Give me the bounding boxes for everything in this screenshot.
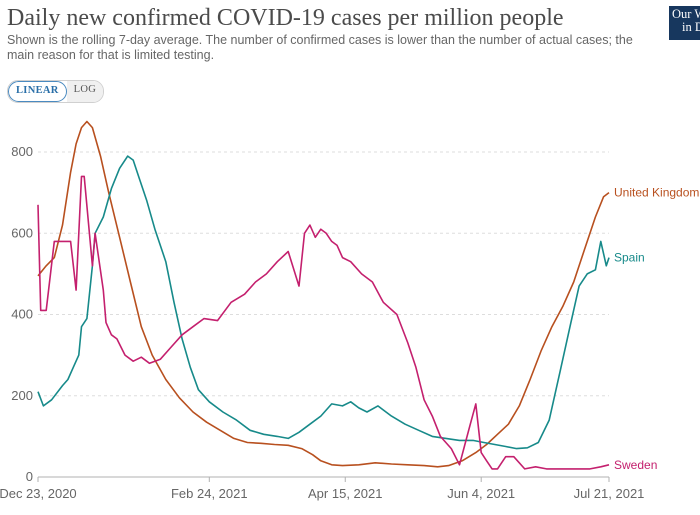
- series-line-spain[interactable]: [37, 155, 610, 450]
- y-axis: 0 200 400 600 800: [11, 144, 33, 484]
- logo-line-1: Our World: [672, 7, 700, 21]
- x-tick-label: Jul 21, 2021: [574, 486, 645, 501]
- y-tick-label: 600: [11, 225, 33, 240]
- x-tick-label: Dec 23, 2020: [0, 486, 77, 501]
- logo-line-2: in Data: [682, 20, 700, 34]
- y-tick-label: 400: [11, 307, 33, 322]
- series-label-united-kingdom[interactable]: United Kingdom: [614, 186, 699, 200]
- y-tick-label: 0: [26, 469, 33, 484]
- series-labels: United Kingdom Spain Sweden: [614, 186, 699, 472]
- series-label-spain[interactable]: Spain: [614, 251, 645, 265]
- y-tick-label: 800: [11, 144, 33, 159]
- owid-logo[interactable]: Our World in Data: [669, 6, 700, 40]
- series-lines: [37, 120, 610, 470]
- chart-subtitle: Shown is the rolling 7-day average. The …: [7, 33, 633, 62]
- y-tick-label: 200: [11, 388, 33, 403]
- series-line-united-kingdom[interactable]: [37, 120, 610, 468]
- log-scale-button[interactable]: LOG: [66, 81, 104, 102]
- series-line-sweden[interactable]: [37, 175, 610, 470]
- series-label-sweden[interactable]: Sweden: [614, 458, 657, 472]
- x-axis: Dec 23, 2020 Feb 24, 2021 Apr 15, 2021 Jun …: [0, 477, 644, 501]
- scale-toggle: LINEAR LOG: [7, 80, 105, 103]
- chart-title: Daily new confirmed COVID-19 cases per m…: [7, 5, 564, 31]
- grid-lines: [38, 151, 609, 478]
- linear-scale-button[interactable]: LINEAR: [8, 81, 67, 102]
- x-tick-label: Jun 4, 2021: [447, 486, 515, 501]
- x-tick-label: Feb 24, 2021: [171, 486, 248, 501]
- x-tick-label: Apr 15, 2021: [308, 486, 382, 501]
